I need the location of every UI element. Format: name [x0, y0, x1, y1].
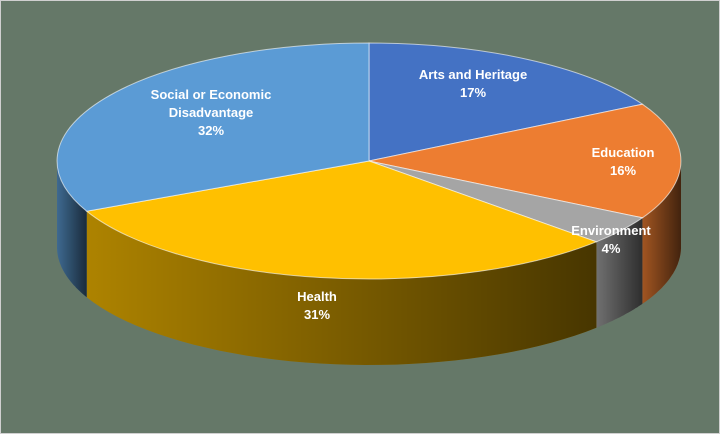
pie-label-name: Social or Economic: [151, 87, 272, 102]
pie-label-social-or-economic-disadvantage: Social or Economic Disadvantage 32%: [151, 87, 272, 138]
pie-labels: Arts and Heritage 17% Education 16% Environm…: [151, 67, 655, 322]
pie-side-shade-social-or-economic-disadvantage: [57, 161, 87, 298]
pie-label-name: Education: [592, 145, 655, 160]
pie-slice-education: [368, 103, 682, 219]
pie-label-value: 17%: [460, 85, 486, 100]
pie-side-shade-education: [642, 161, 681, 304]
pie-label-arts-and-heritage: Arts and Heritage 17%: [419, 67, 527, 100]
pie-label-environment: Environment 4%: [571, 223, 651, 256]
pie-label-value: 31%: [304, 307, 330, 322]
pie-tops: [56, 42, 682, 280]
pie-label-value: 4%: [602, 241, 621, 256]
pie-side-shade-environment: [596, 217, 643, 328]
pie-label-name: Disadvantage: [169, 105, 254, 120]
pie-slice-social-or-economic-disadvantage: [56, 42, 370, 212]
pie-label-value: 16%: [610, 163, 636, 178]
pie-label-name: Arts and Heritage: [419, 67, 527, 82]
pie-sides: [57, 161, 681, 365]
pie-label-value: 32%: [198, 123, 224, 138]
pie-label-health: Health 31%: [297, 289, 337, 322]
pie-label-education: Education 16%: [592, 145, 655, 178]
pie-label-name: Environment: [571, 223, 651, 238]
pie-side-shade-health: [86, 211, 597, 365]
pie-slice-arts-and-heritage: [368, 42, 644, 162]
pie-label-name: Health: [297, 289, 337, 304]
pie-slice-health: [85, 160, 598, 280]
